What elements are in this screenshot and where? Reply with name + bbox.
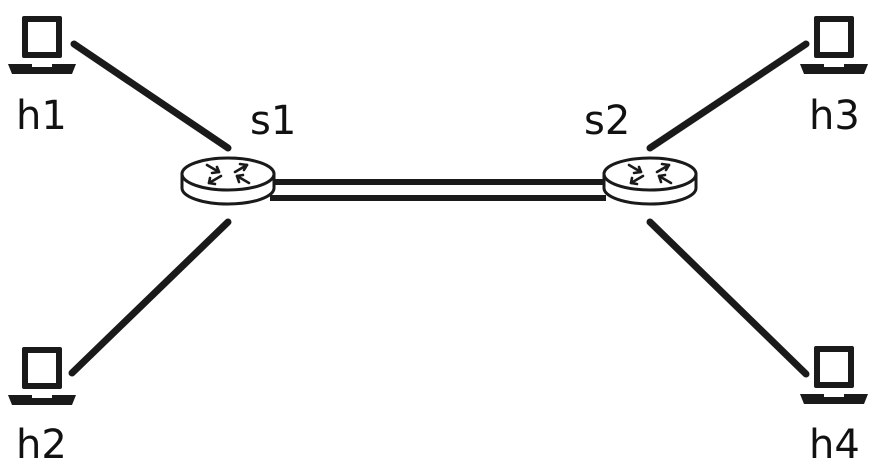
switch-s1[interactable] xyxy=(180,156,276,206)
laptop-icon xyxy=(800,16,868,74)
laptop-icon xyxy=(800,346,868,404)
laptop-icon xyxy=(8,16,76,74)
host-label-h1: h1 xyxy=(16,93,67,139)
host-h3[interactable] xyxy=(800,16,868,74)
link-s2-h3 xyxy=(646,40,810,152)
host-h4[interactable] xyxy=(800,346,868,404)
switch-label-s1: s1 xyxy=(250,98,296,144)
link-s2-h4 xyxy=(646,218,810,378)
link-h1-s1 xyxy=(70,40,232,152)
switch-icon xyxy=(602,156,698,206)
host-label-h2: h2 xyxy=(16,422,67,466)
switch-icon xyxy=(180,156,276,206)
host-label-h4: h4 xyxy=(809,422,860,466)
laptop-icon xyxy=(8,347,76,405)
host-h1[interactable] xyxy=(8,16,76,74)
host-h2[interactable] xyxy=(8,347,76,405)
switch-s2[interactable] xyxy=(602,156,698,206)
host-label-h3: h3 xyxy=(809,93,860,139)
link-s1-s2 xyxy=(270,179,606,201)
switch-label-s2: s2 xyxy=(584,98,630,144)
links xyxy=(68,40,810,378)
link-h2-s1 xyxy=(68,218,232,377)
